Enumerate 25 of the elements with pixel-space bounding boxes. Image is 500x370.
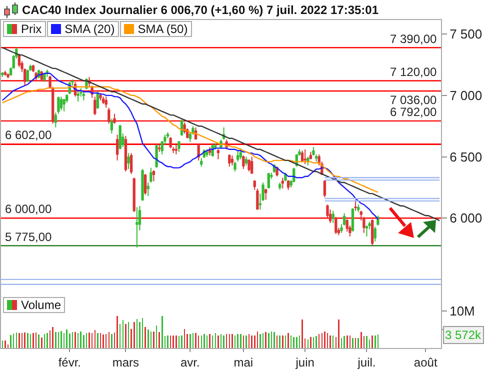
- x-tick-label: mars: [112, 355, 140, 370]
- ref-line-label: 6 000,00: [5, 202, 52, 216]
- x-tick-label: févr.: [58, 355, 82, 370]
- x-tick-label: avr.: [180, 355, 200, 370]
- text: 3 572k: [445, 328, 482, 342]
- legend-label: Volume: [21, 298, 62, 312]
- x-tick-label: juil.: [356, 355, 376, 370]
- ref-line-label: 5 775,00: [5, 230, 52, 244]
- ref-line-label: 7 036,00: [390, 93, 438, 107]
- ref-line-label: 7 120,00: [390, 65, 438, 79]
- legend-label: SMA (50): [138, 22, 188, 36]
- x-tick-label: juin: [294, 355, 314, 370]
- ref-line-label: 6 792,00: [390, 105, 438, 119]
- y-tick-label: 6 500: [450, 149, 482, 164]
- ref-line-label: 7 390,00: [390, 32, 438, 46]
- y-tick-label: 10M: [450, 303, 475, 318]
- x-tick-label: mai: [234, 355, 254, 370]
- y-tick-label: 7 500: [450, 26, 482, 42]
- legend-label: Prix: [21, 22, 42, 36]
- x-tick-label: août: [414, 355, 438, 370]
- band-label: 6 602,00: [5, 128, 52, 142]
- y-tick-label: 7 000: [450, 88, 482, 103]
- chart-title: CAC40 Index Journalier 6 006,70 (+1,60 %) 7 juil. 2022 17:35:01: [22, 3, 379, 18]
- legend-label: SMA (20): [64, 22, 115, 36]
- y-tick-label: 6 000: [450, 210, 482, 226]
